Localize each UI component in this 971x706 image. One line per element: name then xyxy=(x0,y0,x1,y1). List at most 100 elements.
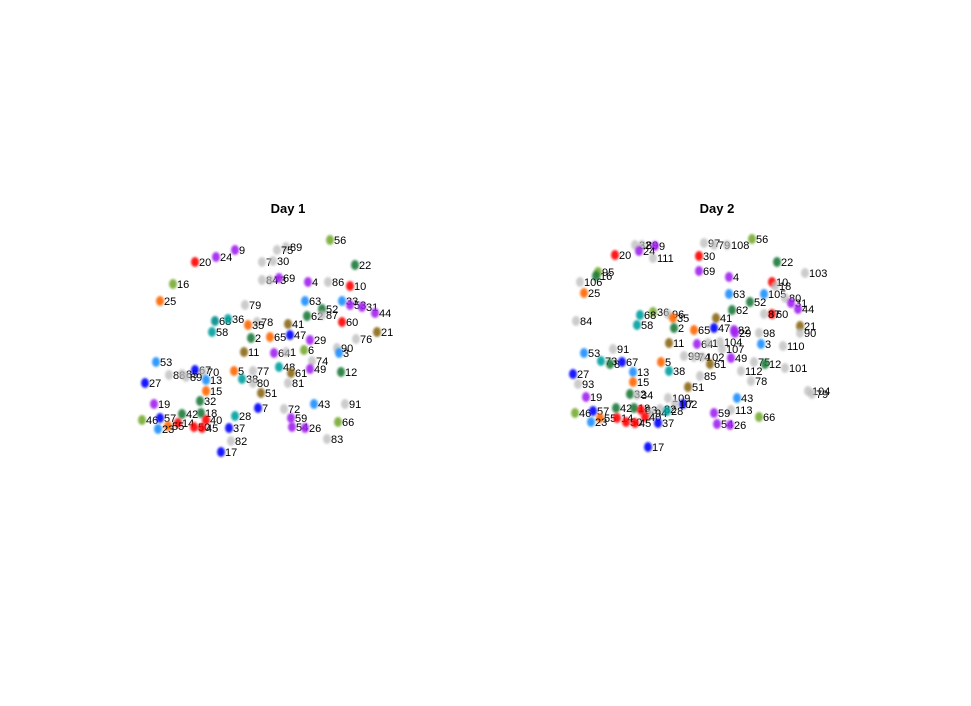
cell-point xyxy=(612,403,620,413)
cell-label: 5 xyxy=(238,366,244,378)
cell-point xyxy=(341,399,349,409)
cell-point xyxy=(241,300,249,310)
cell-point xyxy=(733,393,741,403)
cell-label: 65 xyxy=(698,325,710,337)
cell-label: 3 xyxy=(765,339,771,351)
cell-point xyxy=(156,413,164,423)
cell-label: 47 xyxy=(294,330,306,342)
cell-point xyxy=(212,252,220,262)
cell-label: 28 xyxy=(239,411,251,423)
cell-label: 53 xyxy=(588,348,600,360)
cell-label: 61 xyxy=(714,359,726,371)
cell-point xyxy=(346,300,354,310)
cell-point xyxy=(258,275,266,285)
cell-point xyxy=(178,409,186,419)
cell-label: 59 xyxy=(295,413,307,425)
cell-point xyxy=(202,415,210,425)
cell-point xyxy=(196,396,204,406)
cell-point xyxy=(771,281,779,291)
cell-label: 41 xyxy=(720,313,732,325)
cell-label: 16 xyxy=(177,279,189,291)
cell-point xyxy=(197,408,205,418)
cell-label: 107 xyxy=(726,344,744,356)
cell-label: 43 xyxy=(318,399,330,411)
cell-point xyxy=(301,296,309,306)
cell-point xyxy=(275,273,283,283)
cell-point xyxy=(174,418,182,428)
cell-point xyxy=(589,406,597,416)
cell-point xyxy=(225,423,233,433)
cell-point xyxy=(808,389,816,399)
cell-point xyxy=(596,413,604,423)
cell-point xyxy=(282,347,290,357)
cell-point xyxy=(626,389,634,399)
cell-label: 76 xyxy=(360,334,372,346)
cell-point xyxy=(710,323,718,333)
cell-point xyxy=(671,399,679,409)
cell-point xyxy=(224,314,232,324)
scatter-panel-day-2: 3289997791085620241113022103951669410610… xyxy=(569,234,830,454)
cell-label: 29 xyxy=(314,335,326,347)
cell-point xyxy=(301,423,309,433)
cell-point xyxy=(647,408,655,418)
cell-point xyxy=(300,345,308,355)
cell-point xyxy=(269,256,277,266)
cell-label: 6 xyxy=(308,345,314,357)
cell-point xyxy=(781,363,789,373)
cell-point xyxy=(202,386,210,396)
cell-point xyxy=(335,348,343,358)
cell-point xyxy=(569,369,577,379)
cell-label: 72 xyxy=(288,404,300,416)
cell-label: 21 xyxy=(381,327,393,339)
cell-label: 58 xyxy=(641,320,653,332)
cell-point xyxy=(796,328,804,338)
cell-point xyxy=(633,320,641,330)
cell-label: 66 xyxy=(342,417,354,429)
cell-label: 25 xyxy=(588,288,600,300)
cell-point xyxy=(622,417,630,427)
cell-label: 62 xyxy=(736,305,748,317)
cell-point xyxy=(651,241,659,251)
cell-label: 13 xyxy=(210,375,222,387)
cell-label: 12 xyxy=(345,367,357,379)
cell-point xyxy=(609,344,617,354)
cell-label: 34 xyxy=(641,390,653,402)
cell-label: 23 xyxy=(595,417,607,429)
cell-point xyxy=(165,370,173,380)
cell-point xyxy=(725,272,733,282)
cell-point xyxy=(169,279,177,289)
cell-point xyxy=(663,406,671,416)
cell-point xyxy=(680,351,688,361)
cell-label: 82 xyxy=(738,325,750,337)
cell-point xyxy=(618,357,626,367)
cell-point xyxy=(748,234,756,244)
cell-point xyxy=(303,311,311,321)
cell-point xyxy=(572,316,580,326)
panel-title-day-1: Day 1 xyxy=(271,201,306,216)
cell-label: 10 xyxy=(354,281,366,293)
cell-label: 95 xyxy=(602,267,614,279)
cell-label: 44 xyxy=(802,304,814,316)
cell-label: 7 xyxy=(687,399,693,411)
cell-label: 17 xyxy=(225,447,237,459)
cell-point xyxy=(712,313,720,323)
cell-point xyxy=(191,257,199,267)
cell-label: 9 xyxy=(659,241,665,253)
cell-label: 44 xyxy=(379,308,391,320)
cell-point xyxy=(665,338,673,348)
cell-label: 82 xyxy=(235,436,247,448)
cell-point xyxy=(287,413,295,423)
cell-point xyxy=(695,266,703,276)
cell-label: 66 xyxy=(763,412,775,424)
cell-label: 40 xyxy=(210,415,222,427)
cell-point xyxy=(247,333,255,343)
cell-point xyxy=(154,424,162,434)
cell-point xyxy=(208,327,216,337)
cell-label: 4 xyxy=(312,277,318,289)
cell-label: 26 xyxy=(734,420,746,432)
cell-label: 1 xyxy=(290,347,296,359)
cell-point xyxy=(746,297,754,307)
cell-point xyxy=(679,399,687,409)
cell-point xyxy=(690,352,698,362)
cell-point xyxy=(310,399,318,409)
